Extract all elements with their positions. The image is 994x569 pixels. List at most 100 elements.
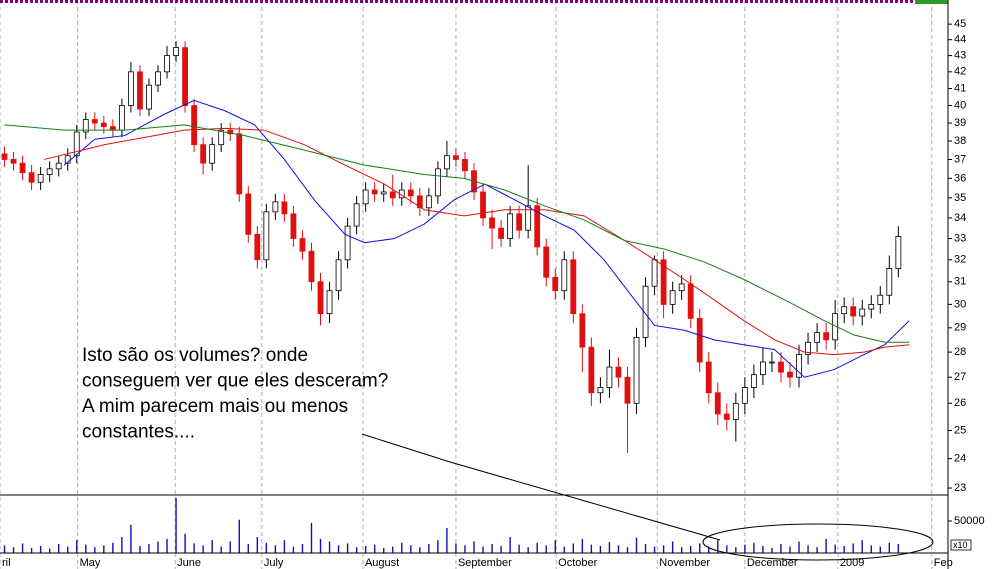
candle-body bbox=[128, 71, 134, 106]
candle-body bbox=[741, 387, 748, 404]
y-tick-label: 23 bbox=[954, 482, 966, 494]
candle-body bbox=[317, 281, 324, 315]
y-tick-label: 25 bbox=[954, 424, 966, 436]
candle-body bbox=[155, 71, 161, 86]
candle-body bbox=[669, 290, 676, 305]
candle-body bbox=[850, 306, 857, 317]
candle-body bbox=[353, 203, 360, 227]
highlight-ellipse bbox=[702, 523, 934, 561]
moving-average bbox=[44, 127, 910, 356]
candle-body bbox=[380, 191, 387, 195]
candle-body bbox=[28, 172, 35, 183]
candle-body bbox=[344, 225, 351, 261]
candle-body bbox=[787, 371, 793, 378]
candle-body bbox=[362, 189, 369, 205]
volume-y-tick-label: 50000 bbox=[954, 515, 985, 527]
candle-body bbox=[109, 126, 116, 131]
candle-body bbox=[37, 174, 44, 183]
candle-body bbox=[462, 159, 468, 172]
y-tick-label: 40 bbox=[954, 99, 966, 111]
candle-body bbox=[886, 268, 893, 296]
candle-body bbox=[552, 276, 559, 292]
y-tick-label: 31 bbox=[954, 276, 966, 288]
y-tick-label: 43 bbox=[954, 49, 966, 61]
candle-body bbox=[19, 162, 26, 174]
y-tick-label: 39 bbox=[954, 117, 966, 129]
annotation-text: constantes.... bbox=[82, 422, 195, 443]
candle-body bbox=[796, 354, 802, 378]
candle-body bbox=[299, 238, 306, 252]
candle-body bbox=[200, 144, 207, 164]
candle-body bbox=[82, 119, 89, 133]
x-tick-label: September bbox=[458, 557, 512, 569]
candle-body bbox=[624, 376, 631, 404]
x-tick-label: May bbox=[80, 557, 101, 569]
candle-body bbox=[651, 259, 658, 287]
y-tick-label: 34 bbox=[954, 212, 966, 224]
candle-body bbox=[642, 285, 649, 338]
y-tick-label: 36 bbox=[954, 172, 966, 184]
candle-body bbox=[335, 259, 342, 292]
candle-body bbox=[389, 191, 396, 199]
y-tick-label: 28 bbox=[954, 346, 966, 358]
y-tick-label: 38 bbox=[954, 135, 966, 147]
x-tick-label: June bbox=[177, 557, 201, 569]
candle-body bbox=[91, 119, 98, 124]
plot bbox=[1, 41, 910, 553]
candle-body bbox=[570, 259, 577, 315]
y-tick-label: 26 bbox=[954, 397, 966, 409]
candle-body bbox=[579, 313, 586, 348]
y-tick-label: 37 bbox=[954, 153, 966, 165]
y-tick-label: 32 bbox=[954, 254, 966, 266]
candle-body bbox=[263, 211, 270, 261]
candle-body bbox=[209, 144, 216, 164]
y-tick-label: 24 bbox=[954, 453, 966, 465]
candle-body bbox=[859, 308, 866, 317]
candle-body bbox=[425, 195, 432, 209]
x-tick-label: July bbox=[264, 557, 284, 569]
candle-body bbox=[137, 71, 143, 110]
candle-body bbox=[606, 366, 613, 388]
candle-body bbox=[254, 233, 261, 261]
candle-body bbox=[687, 283, 694, 319]
candle-body bbox=[10, 159, 17, 164]
multiplier-box bbox=[950, 539, 972, 551]
candle-body bbox=[723, 413, 730, 420]
x-tick-label: December bbox=[747, 557, 798, 569]
candle-body bbox=[678, 283, 685, 292]
candle-body bbox=[588, 346, 595, 394]
candle-body bbox=[227, 129, 234, 135]
candle-body bbox=[841, 306, 848, 315]
candle-body bbox=[236, 133, 243, 195]
x-tick-label: ril bbox=[2, 557, 11, 569]
candle-body bbox=[714, 392, 721, 415]
y-tick-label: 42 bbox=[954, 66, 966, 78]
candle-body bbox=[877, 294, 884, 305]
y-tick-label: 35 bbox=[954, 192, 966, 204]
candle-body bbox=[290, 213, 297, 239]
candle-body bbox=[55, 162, 62, 170]
candle-body bbox=[633, 337, 640, 404]
candle-body bbox=[453, 155, 459, 160]
annotation-text: Isto são os volumes? onde bbox=[82, 345, 308, 366]
grid bbox=[0, 0, 933, 569]
candle-body bbox=[434, 168, 441, 197]
candle-body bbox=[118, 105, 125, 131]
candle-body bbox=[516, 213, 523, 231]
candle-body bbox=[498, 227, 504, 239]
pointer-line bbox=[361, 433, 721, 541]
candle-body bbox=[191, 105, 198, 146]
candle-body bbox=[281, 201, 288, 215]
candle-body bbox=[416, 195, 423, 209]
candle-body bbox=[100, 122, 107, 128]
annotation-text: A mim parecem mais ou menos bbox=[82, 396, 348, 417]
x-tick-label: 2009 bbox=[840, 557, 864, 569]
candle-body bbox=[164, 55, 170, 73]
x-tick-label: Feb bbox=[934, 557, 953, 569]
candle-body bbox=[615, 366, 622, 378]
candle-body bbox=[660, 259, 667, 305]
y-tick-label: 30 bbox=[954, 298, 966, 310]
top-marker bbox=[915, 0, 948, 4]
